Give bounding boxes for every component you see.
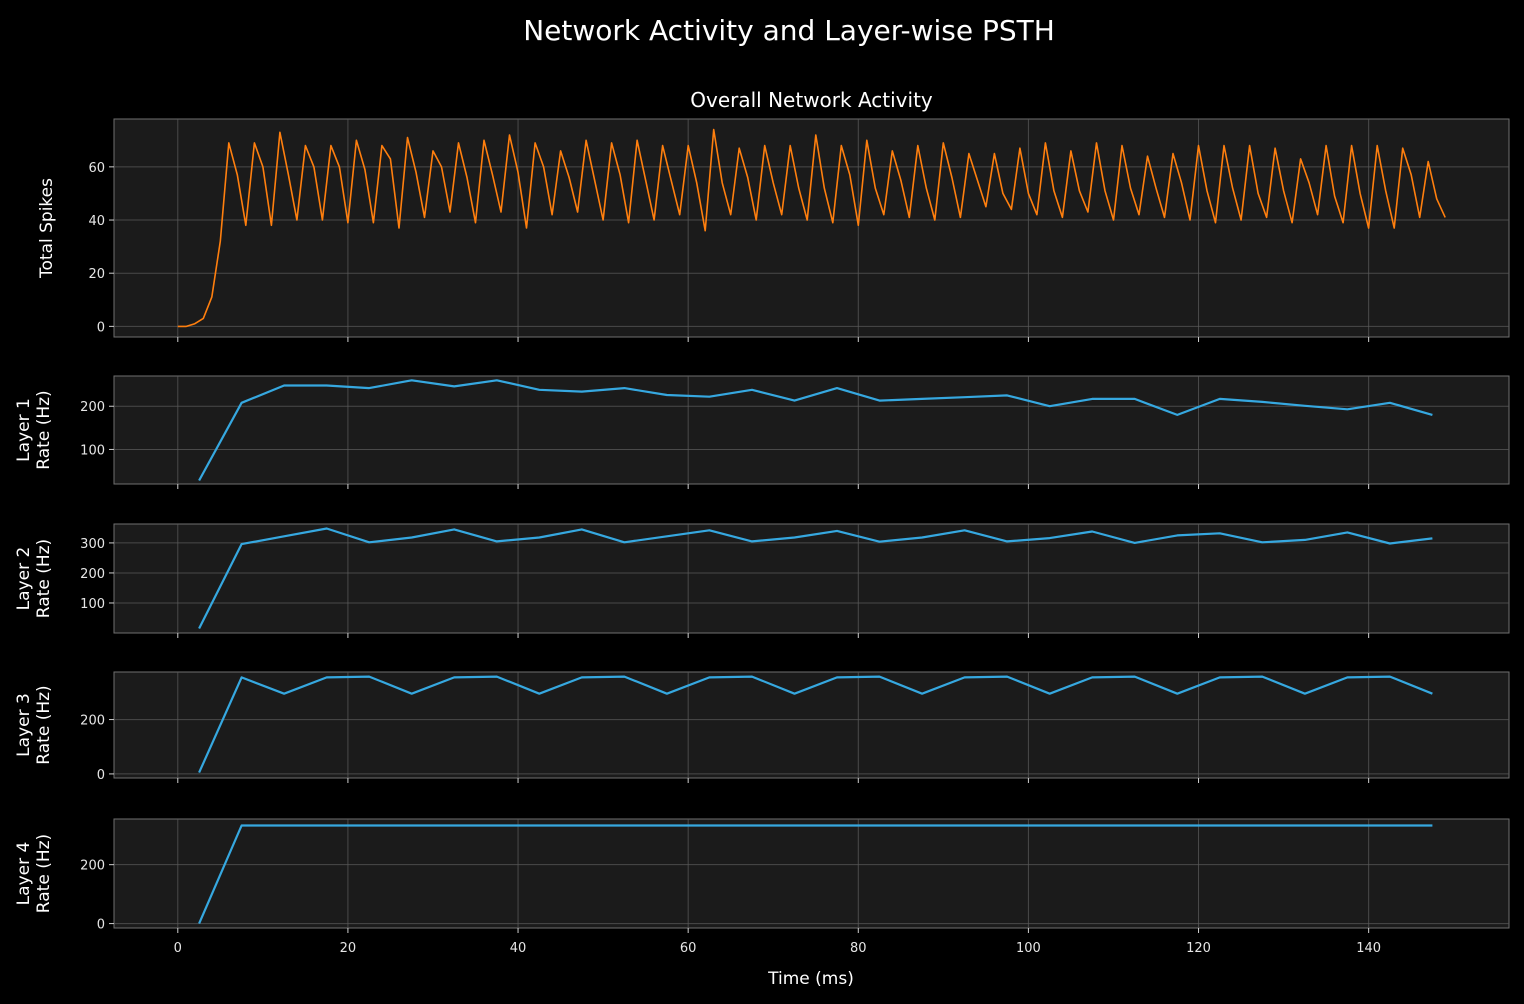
x-tick-label: 20	[340, 941, 357, 956]
panel-title-overall: Overall Network Activity	[690, 88, 933, 112]
y-tick-label: 60	[88, 161, 105, 176]
y-axis-label-layer1: Layer 1	[14, 398, 34, 462]
y-axis-label-layer1: Rate (Hz)	[34, 390, 54, 469]
series-line-layer1	[198, 379, 1433, 482]
plot-area-layer1	[113, 375, 1510, 485]
plot-area-layer4	[113, 818, 1510, 929]
x-tick-label: 80	[850, 941, 867, 956]
panel-overall: 0 20 40 60 Overall Network Activity Total Spi…	[37, 88, 1510, 342]
y-tick-label: 20	[88, 267, 105, 282]
y-tick-label: 300	[80, 537, 105, 552]
y-axis-label-layer2: Rate (Hz)	[34, 539, 54, 618]
y-tick-label: 200	[80, 714, 105, 729]
y-axis-label-layer3: Layer 3	[14, 693, 34, 757]
y-axis-label-layer3: Rate (Hz)	[34, 685, 54, 764]
grid-layer2	[114, 524, 1509, 633]
y-axis-label-layer4: Rate (Hz)	[34, 834, 54, 913]
plot-area-layer3	[113, 671, 1510, 779]
x-tick-label: 140	[1356, 941, 1381, 956]
y-tick-label: 200	[80, 567, 105, 582]
x-axis-label: Time (ms)	[767, 969, 854, 989]
y-tick-label: 100	[80, 597, 105, 612]
y-tick-label: 0	[97, 320, 105, 335]
y-axis-label-overall: Total Spikes	[37, 178, 57, 279]
y-tick-label: 200	[80, 400, 105, 415]
panels: 0 20 40 60 Overall Network Activity Total Spi…	[14, 88, 1510, 956]
grid-layer4	[114, 819, 1509, 928]
series-line-layer3	[198, 675, 1433, 774]
panel-layer1: 100 200 Layer 1 Rate (Hz)	[14, 375, 1510, 489]
x-tick-label: 40	[510, 941, 527, 956]
panel-layer3: 0 200 Layer 3 Rate (Hz)	[14, 671, 1510, 783]
x-tick-label: 100	[1016, 941, 1041, 956]
y-tick-label: 0	[97, 918, 105, 933]
series-line-layer4	[198, 824, 1433, 925]
grid-layer3	[114, 672, 1509, 778]
x-tick-label: 60	[680, 941, 697, 956]
panel-layer4: 0 20 40 60 80 100 120 140 0 200 Layer 4 Rate (Hz)	[14, 818, 1510, 956]
y-axis-label-layer2: Layer 2	[14, 547, 34, 611]
series-line-layer2	[198, 527, 1433, 629]
x-tick-label: 120	[1186, 941, 1211, 956]
y-tick-label: 0	[97, 768, 105, 783]
y-tick-label: 100	[80, 443, 105, 458]
plot-area-overall	[113, 118, 1510, 338]
figure-suptitle: Network Activity and Layer-wise PSTH	[523, 14, 1055, 47]
grid-overall	[114, 119, 1509, 337]
y-tick-label: 200	[80, 859, 105, 874]
series-line-overall	[177, 128, 1446, 328]
x-tick-label: 0	[174, 941, 182, 956]
panel-layer2: 100 200 300 Layer 2 Rate (Hz)	[14, 523, 1510, 638]
grid-layer1	[114, 376, 1509, 484]
y-axis-label-layer4: Layer 4	[14, 842, 34, 906]
y-tick-label: 40	[88, 214, 105, 229]
